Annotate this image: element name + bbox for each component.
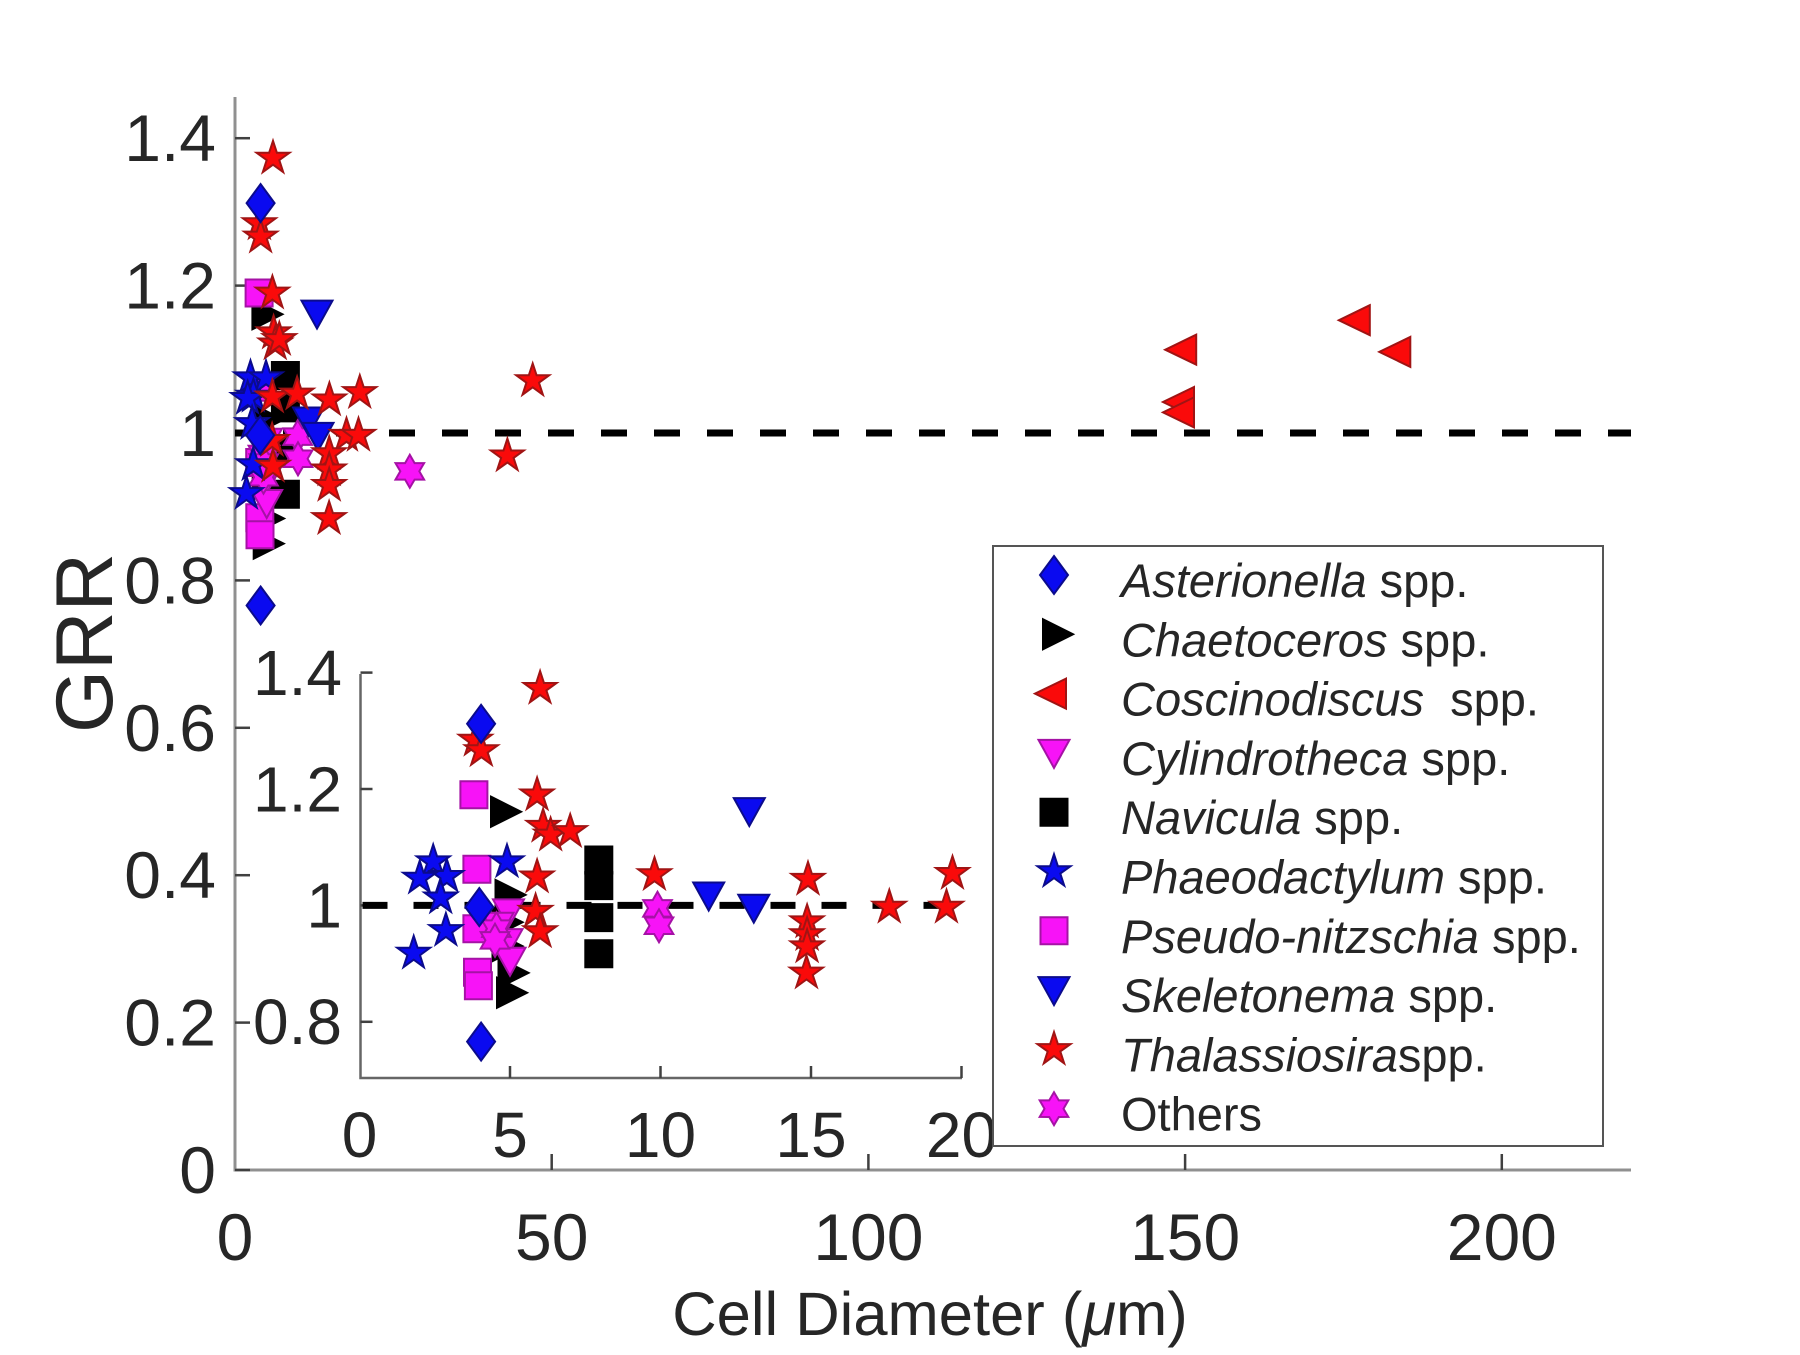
svg-text:15: 15 <box>775 1099 846 1171</box>
svg-text:1.4: 1.4 <box>124 101 216 175</box>
svg-text:Coscinodiscus spp.: Coscinodiscus spp. <box>1121 673 1539 726</box>
svg-text:Others: Others <box>1121 1088 1262 1141</box>
svg-text:1: 1 <box>306 870 342 942</box>
svg-text:0.2: 0.2 <box>124 986 216 1060</box>
svg-text:1.2: 1.2 <box>124 249 216 323</box>
svg-text:100: 100 <box>813 1200 923 1274</box>
svg-text:0: 0 <box>217 1200 254 1274</box>
svg-text:Navicula spp.: Navicula spp. <box>1121 791 1403 844</box>
svg-text:Cell Diameter (μm): Cell Diameter (μm) <box>672 1280 1188 1349</box>
svg-text:Phaeodactylum spp.: Phaeodactylum spp. <box>1121 851 1547 904</box>
svg-text:1: 1 <box>179 396 216 470</box>
svg-text:Cylindrotheca spp.: Cylindrotheca spp. <box>1121 732 1510 785</box>
svg-text:150: 150 <box>1130 1200 1240 1274</box>
svg-text:0.6: 0.6 <box>124 691 216 765</box>
svg-text:0.4: 0.4 <box>124 838 216 912</box>
svg-text:Asterionella spp.: Asterionella spp. <box>1118 554 1469 607</box>
svg-text:0: 0 <box>179 1133 216 1207</box>
svg-text:50: 50 <box>515 1200 588 1274</box>
svg-text:10: 10 <box>625 1099 696 1171</box>
svg-text:200: 200 <box>1447 1200 1557 1274</box>
svg-text:Skeletonema spp.: Skeletonema spp. <box>1121 969 1497 1022</box>
svg-text:GRR: GRR <box>40 553 130 733</box>
svg-text:0.8: 0.8 <box>124 543 216 617</box>
svg-text:0: 0 <box>342 1099 378 1171</box>
svg-text:Thalassiosiraspp.: Thalassiosiraspp. <box>1121 1028 1487 1081</box>
svg-text:0.8: 0.8 <box>253 986 342 1058</box>
svg-text:20: 20 <box>926 1099 997 1171</box>
svg-text:5: 5 <box>492 1099 528 1171</box>
svg-text:1.2: 1.2 <box>253 753 342 825</box>
svg-text:Pseudo-nitzschia spp.: Pseudo-nitzschia spp. <box>1121 910 1581 963</box>
svg-text:Chaetoceros spp.: Chaetoceros spp. <box>1121 613 1489 666</box>
svg-text:1.4: 1.4 <box>253 637 342 709</box>
